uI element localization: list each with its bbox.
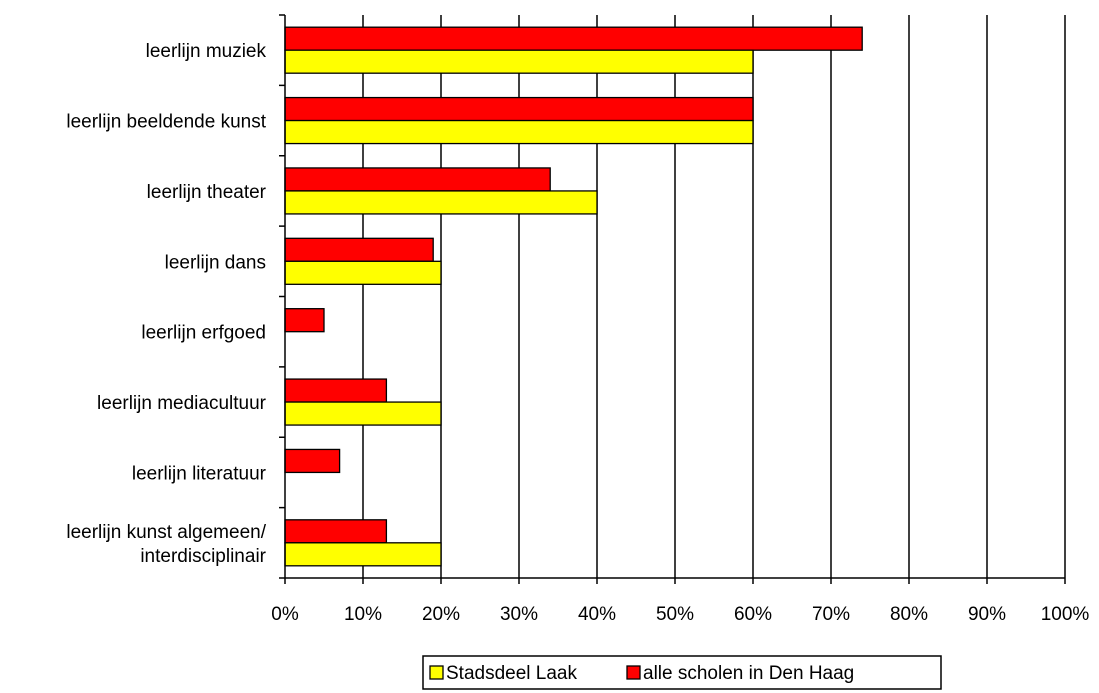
legend-label: alle scholen in Den Haag — [643, 663, 854, 684]
legend-box — [422, 655, 942, 690]
legend-label: Stadsdeel Laak — [446, 663, 577, 684]
x-tick-label: 60% — [734, 604, 772, 625]
x-tick-label: 10% — [344, 604, 382, 625]
bar-laak — [284, 542, 442, 567]
bar-den-haag — [284, 26, 863, 51]
x-tick-label: 70% — [812, 604, 850, 625]
bar-laak — [284, 401, 442, 426]
axes — [279, 14, 1066, 584]
category-label: leerlijn mediacultuur — [97, 393, 267, 414]
category-label: leerlijn muziek — [146, 41, 267, 62]
bar-den-haag — [284, 378, 388, 403]
bar-laak — [284, 190, 598, 215]
category-label: leerlijn literatuur — [132, 463, 267, 484]
x-tick-label: 50% — [656, 604, 694, 625]
bar-den-haag — [284, 167, 551, 192]
x-tick-label: 100% — [1041, 604, 1090, 625]
bar-laak — [284, 260, 442, 285]
bar-laak — [284, 49, 754, 74]
x-tick-label: 20% — [422, 604, 460, 625]
category-labels: leerlijn muziek leerlijn beeldende kunst l… — [66, 41, 266, 567]
x-tick-label: 30% — [500, 604, 538, 625]
bar-den-haag — [284, 308, 325, 333]
category-label: leerlijn kunst algemeen/ — [66, 522, 266, 543]
legend-swatch — [626, 665, 641, 680]
x-tick-labels: 0% 10% 20% 30% 40% 50% 60% 70% 80% 90% 100% — [271, 604, 1089, 625]
category-label: leerlijn theater — [147, 182, 267, 203]
x-tick-label: 0% — [271, 604, 299, 625]
bar-den-haag — [284, 96, 754, 122]
x-tick-label: 90% — [968, 604, 1006, 625]
category-label: leerlijn dans — [165, 252, 266, 273]
x-tick-label: 40% — [578, 604, 616, 625]
legend: Stadsdeel Laak alle scholen in Den Haag — [422, 655, 942, 690]
category-label: leerlijn erfgoed — [141, 323, 266, 344]
bar-laak — [284, 119, 754, 145]
category-label: leerlijn beeldende kunst — [66, 112, 266, 133]
legend-swatch — [429, 665, 444, 680]
category-label: interdisciplinair — [140, 546, 266, 567]
bars — [284, 26, 863, 567]
x-tick-label: 80% — [890, 604, 928, 625]
bar-den-haag — [284, 448, 341, 474]
bar-den-haag — [284, 519, 388, 544]
bar-den-haag — [284, 237, 434, 262]
